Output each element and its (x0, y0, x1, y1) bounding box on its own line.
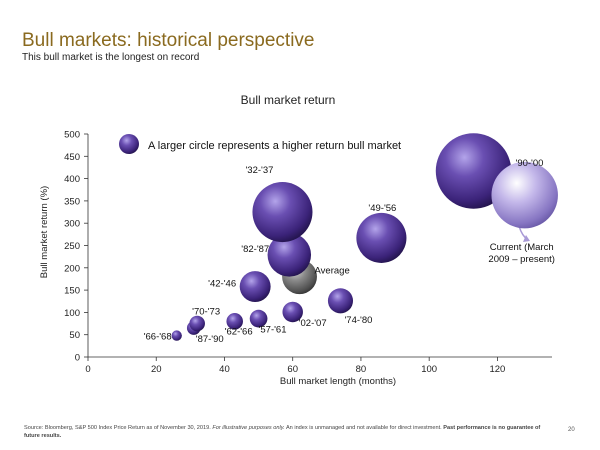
x-tick-label: 0 (85, 364, 90, 375)
page-title: Bull markets: historical perspective (22, 30, 315, 51)
legend-bubble-icon (119, 134, 139, 154)
y-tick-label: 250 (64, 241, 80, 252)
point-labels: '66-'68 '87-'90 '70-'73 '62-'66 '57-'61 '02-'… (144, 158, 555, 345)
x-tick-label: 60 (287, 364, 298, 375)
y-tick-label: 0 (75, 353, 80, 364)
bubble (327, 288, 354, 314)
point-label: '70-'73 (192, 307, 220, 318)
legend-note: A larger circle represents a higher retu… (148, 140, 401, 152)
page-number: 20 (568, 427, 575, 433)
x-tick-label: 100 (421, 364, 437, 375)
bubble (171, 330, 182, 341)
y-tick-label: 150 (64, 286, 80, 297)
point-label: '74-'80 (344, 315, 372, 326)
point-label: Current (March (490, 242, 554, 253)
chart-title: Bull market return (241, 93, 336, 107)
y-tick-label: 500 (64, 130, 80, 141)
point-label: '42-'46 (208, 279, 236, 290)
bubble (239, 271, 271, 302)
current-arrow-head (523, 235, 530, 242)
bubble-chart: Bull market return 050100150200250300350… (39, 93, 558, 387)
source-footnote: Source: Bloomberg, S&P 500 Index Price R… (24, 424, 554, 440)
x-tick-label: 120 (489, 364, 505, 375)
point-label: '32-'37 (245, 165, 273, 176)
point-label: '82-'87 (241, 244, 269, 255)
x-tick-label: 80 (356, 364, 367, 375)
y-tick-label: 50 (69, 330, 80, 341)
point-label: '66-'68 (144, 332, 172, 343)
page-subtitle: This bull market is the longest on recor… (22, 52, 200, 63)
point-label: '87-'90 (196, 334, 224, 345)
bubble (282, 301, 303, 323)
bubble (189, 315, 205, 332)
y-tick-label: 450 (64, 152, 80, 163)
point-label: Average (315, 266, 350, 277)
illustrative-text: For illustrative purposes only. (212, 425, 285, 431)
y-tick-label: 400 (64, 174, 80, 185)
point-label: '02-'07 (299, 318, 327, 329)
x-tick-label: 40 (219, 364, 230, 375)
y-tick-label: 100 (64, 308, 80, 319)
source-text: Source: Bloomberg, S&P 500 Index Price R… (24, 425, 211, 431)
bubble (491, 161, 558, 229)
point-label: '49-'56 (368, 203, 396, 214)
y-axis-label: Bull market return (%) (39, 186, 50, 278)
x-tick-label: 20 (151, 364, 162, 375)
bubble (252, 182, 313, 243)
bubbles (171, 133, 558, 341)
point-label: 2009 – present) (488, 254, 555, 265)
point-label: '57-'61 (259, 325, 287, 336)
y-tick-label: 350 (64, 196, 80, 207)
x-axis-label: Bull market length (months) (280, 376, 396, 387)
y-tick-label: 300 (64, 219, 80, 230)
point-label: '62-'66 (225, 326, 253, 337)
y-axis: 0 50 100 150 200 250 300 350 400 450 500 (64, 130, 89, 364)
x-axis: 0 20 40 60 80 100 120 (85, 356, 552, 375)
disclaimer-text: An index is unmanaged and not available … (285, 425, 442, 431)
bubble (356, 212, 407, 263)
bubble (226, 313, 243, 330)
bubble (267, 233, 312, 277)
bubble (249, 309, 268, 328)
performance-disclaimer: Past performance is no guarantee of futu… (24, 425, 541, 439)
point-label: '90-'00 (516, 158, 544, 169)
y-tick-label: 200 (64, 263, 80, 274)
